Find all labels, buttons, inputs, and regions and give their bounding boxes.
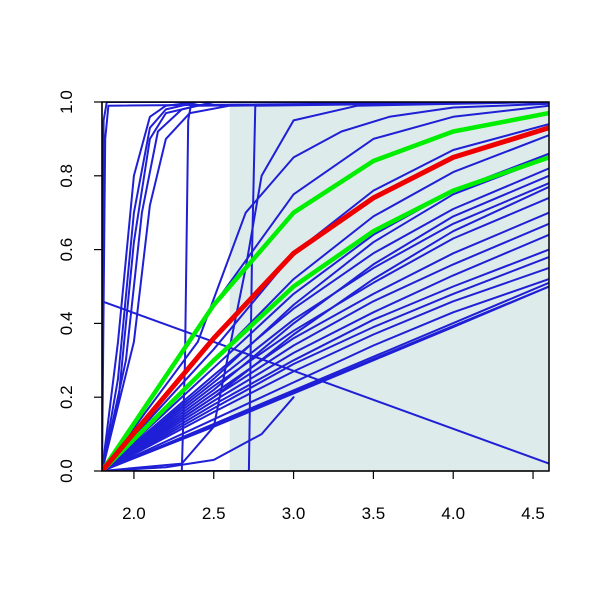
bundle-curve-26 xyxy=(102,156,549,471)
bundle-curve-22 xyxy=(102,256,549,471)
y-tick-label: 0.2 xyxy=(57,385,76,409)
bundle-curve-31 xyxy=(102,281,549,471)
band-curve-34 xyxy=(102,110,549,471)
bundle-curve-32 xyxy=(102,300,549,465)
bundle-curve-2 xyxy=(102,102,549,471)
bundle-curve-8 xyxy=(102,102,549,471)
bundle-curve-5 xyxy=(102,102,549,471)
bundle-curve-29 xyxy=(102,396,295,471)
y-tick-label: 0.0 xyxy=(57,459,76,483)
bundle-curve-6 xyxy=(102,102,549,471)
bundle-curve-12 xyxy=(102,123,549,471)
x-tick-label: 2.5 xyxy=(202,504,226,523)
x-axis: 2.0 2.5 3.0 3.5 4.0 4.5 xyxy=(122,470,545,523)
x-tick-label: 3.5 xyxy=(362,504,386,523)
x-tick-label: 3.0 xyxy=(282,504,306,523)
bundle-curve-27 xyxy=(102,185,549,471)
series-group xyxy=(102,102,549,471)
x-tick-label: 4.5 xyxy=(521,504,545,523)
y-tick-label: 1.0 xyxy=(57,90,76,114)
bundle-curve-15 xyxy=(102,167,549,471)
bundle-curve-9 xyxy=(102,102,549,471)
bundle-curve-25 xyxy=(102,174,549,471)
y-tick-label: 0.8 xyxy=(57,164,76,188)
bundle-curve-20 xyxy=(102,233,549,471)
highlight-curve-33 xyxy=(102,125,549,471)
bundle-curve-23 xyxy=(102,278,549,471)
x-tick-label: 4.0 xyxy=(441,504,465,523)
bundle-curve-18 xyxy=(102,211,549,471)
x-tick-label: 2.0 xyxy=(122,504,146,523)
band-curve-35 xyxy=(102,155,549,471)
bundle-curve-28 xyxy=(102,267,549,471)
y-axis: 0.0 0.2 0.4 0.6 0.8 1.0 xyxy=(57,90,103,483)
bundle-curve-1 xyxy=(102,102,549,471)
y-tick-label: 0.4 xyxy=(57,312,76,336)
bundle-curve-21 xyxy=(102,248,549,471)
bundle-curve-7 xyxy=(102,102,549,471)
y-tick-label: 0.6 xyxy=(57,238,76,262)
bundle-curve-3 xyxy=(102,102,549,471)
